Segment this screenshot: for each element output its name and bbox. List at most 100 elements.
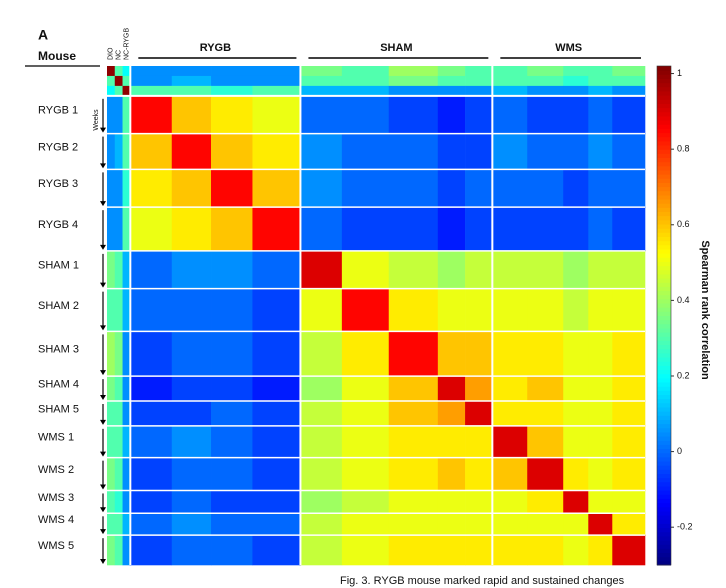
colorbar-swatch: [657, 423, 671, 429]
colorbar-swatch: [657, 411, 671, 416]
row-arrow-head: [100, 201, 106, 207]
colorbar-swatch: [657, 269, 671, 275]
heatmap-cell: [465, 490, 493, 514]
heatmap-cell: [563, 400, 589, 427]
heatmap-cell: [211, 250, 253, 289]
heatmap-cell: [171, 66, 212, 77]
row-label: SHAM 4: [38, 378, 79, 390]
colorbar-swatch: [657, 294, 671, 300]
heatmap-cell: [211, 169, 253, 208]
heatmap-cell: [114, 288, 123, 332]
colorbar-swatch: [657, 78, 671, 84]
colorbar-swatch: [657, 194, 671, 200]
heatmap-cell: [300, 376, 343, 402]
colorbar-swatch: [657, 282, 671, 287]
heatmap-cell: [211, 85, 253, 97]
heatmap-cell: [341, 207, 390, 252]
colorbar-swatch: [657, 398, 671, 404]
heatmap-cell: [300, 169, 343, 208]
heatmap-cell: [252, 169, 301, 208]
heatmap-cell: [252, 85, 301, 97]
heatmap-cell: [122, 425, 131, 458]
colorbar-swatch: [657, 303, 671, 308]
heatmap-cell: [612, 66, 646, 77]
heatmap-cell: [612, 535, 646, 566]
heatmap-cell: [465, 457, 493, 491]
heatmap-cell: [171, 331, 212, 377]
heatmap-cell: [252, 376, 301, 402]
heatmap-cell: [300, 250, 343, 289]
heatmap-cell: [171, 85, 212, 97]
heatmap-cell: [122, 75, 131, 87]
heatmap-cell: [465, 66, 493, 77]
heatmap-cell: [122, 376, 131, 402]
heatmap-cell: [252, 331, 301, 377]
heatmap-cell: [130, 169, 173, 208]
heatmap-cell: [107, 250, 116, 289]
colorbar-swatch: [657, 535, 671, 541]
heatmap-cell: [465, 331, 493, 377]
row-arrow-head: [100, 559, 106, 564]
colorbar-swatch: [657, 311, 671, 316]
row-label: WMS 4: [38, 514, 74, 526]
heatmap-cell: [107, 457, 116, 491]
heatmap-cell: [527, 425, 564, 458]
heatmap-cell: [437, 400, 466, 427]
colorbar-tick-label: 0.4: [677, 295, 690, 305]
colorbar-swatch: [657, 178, 671, 183]
heatmap-cell: [171, 250, 212, 289]
colorbar-swatch: [657, 369, 671, 375]
heatmap-cell: [122, 207, 131, 252]
colorbar-swatch: [657, 386, 671, 391]
heatmap-cell: [211, 535, 253, 566]
colorbar-swatch: [657, 340, 671, 346]
heatmap-cell: [492, 169, 528, 208]
colorbar-swatch: [657, 494, 671, 499]
heatmap-cell: [527, 250, 564, 289]
heatmap-cell: [437, 513, 466, 536]
colorbar-swatch: [657, 265, 671, 271]
heatmap-cell: [437, 95, 466, 134]
heatmap-cell: [211, 400, 253, 427]
heatmap-cell: [527, 400, 564, 427]
heatmap-cell: [492, 376, 528, 402]
heatmap-cell: [437, 75, 466, 87]
row-arrow-head: [100, 394, 106, 400]
colorbar-swatch: [657, 490, 671, 495]
heatmap-cell: [588, 490, 613, 514]
heatmap-cell: [122, 457, 131, 491]
heatmap-cell: [171, 288, 212, 332]
heatmap-cell: [300, 133, 343, 170]
colorbar-swatch: [657, 510, 671, 516]
heatmap-cell: [612, 207, 646, 252]
heatmap-cell: [341, 288, 390, 332]
heatmap-cell: [107, 169, 116, 208]
heatmap-cell: [171, 425, 212, 458]
row-label: RYGB 4: [38, 219, 78, 231]
heatmap-cell: [130, 331, 173, 377]
colorbar-swatch: [657, 95, 671, 100]
heatmap-cell: [107, 207, 116, 252]
heatmap-cell: [437, 490, 466, 514]
row-arrow-head: [100, 529, 106, 535]
heatmap-cell: [122, 490, 131, 514]
colorbar-label: Spearman rank correlation: [699, 240, 711, 380]
heatmap-cell: [563, 288, 589, 332]
heatmap-cell: [130, 376, 173, 402]
heatmap-cell: [465, 75, 493, 87]
heatmap-cell: [300, 490, 343, 514]
heatmap-cell: [122, 95, 131, 134]
heatmap-cell: [300, 66, 343, 77]
heatmap-cell: [388, 535, 439, 566]
colorbar-swatch: [657, 153, 671, 158]
heatmap-cell: [300, 288, 343, 332]
colorbar-swatch: [657, 377, 671, 383]
colorbar-swatch: [657, 531, 671, 537]
colorbar-swatch: [657, 244, 671, 250]
colorbar-swatch: [657, 527, 671, 533]
group-header: RYGB: [200, 42, 231, 54]
colorbar-swatch: [657, 66, 671, 71]
heatmap-cell: [122, 400, 131, 427]
heatmap-cell: [588, 288, 613, 332]
colorbar-swatch: [657, 186, 671, 192]
